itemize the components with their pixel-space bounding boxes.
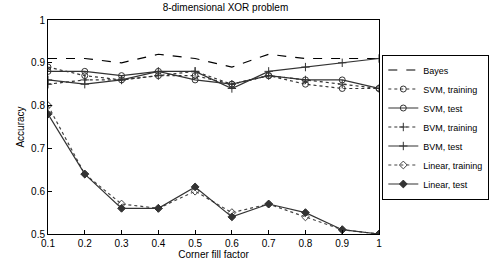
svg-text:0.9: 0.9: [335, 238, 349, 249]
svg-text:0.9: 0.9: [31, 57, 45, 68]
svg-text:0.4: 0.4: [151, 238, 165, 249]
svg-text:Linear, training: Linear, training: [423, 161, 482, 171]
svg-text:0.8: 0.8: [31, 100, 45, 111]
svg-text:BVM, training: BVM, training: [423, 123, 477, 133]
svg-text:SVM, training: SVM, training: [423, 85, 477, 95]
svg-text:0.7: 0.7: [31, 143, 45, 154]
svg-text:0.7: 0.7: [262, 238, 276, 249]
svg-text:0.6: 0.6: [31, 186, 45, 197]
svg-text:Linear, test: Linear, test: [423, 180, 468, 190]
svg-text:1: 1: [376, 238, 382, 249]
svg-text:0.2: 0.2: [78, 238, 92, 249]
svg-text:0.5: 0.5: [188, 238, 202, 249]
svg-text:Accuracy: Accuracy: [15, 106, 26, 147]
svg-text:0.6: 0.6: [225, 238, 239, 249]
svg-text:8-dimensional XOR problem: 8-dimensional XOR problem: [163, 2, 289, 13]
svg-text:1: 1: [39, 15, 45, 26]
svg-text:0.1: 0.1: [41, 238, 55, 249]
svg-text:BVM, test: BVM, test: [423, 142, 463, 152]
svg-text:0.5: 0.5: [31, 229, 45, 240]
svg-text:SVM, test: SVM, test: [423, 104, 463, 114]
svg-text:0.3: 0.3: [115, 238, 129, 249]
svg-text:Corner fill factor: Corner fill factor: [178, 249, 249, 260]
svg-text:0.8: 0.8: [298, 238, 312, 249]
svg-text:Bayes: Bayes: [423, 66, 449, 76]
